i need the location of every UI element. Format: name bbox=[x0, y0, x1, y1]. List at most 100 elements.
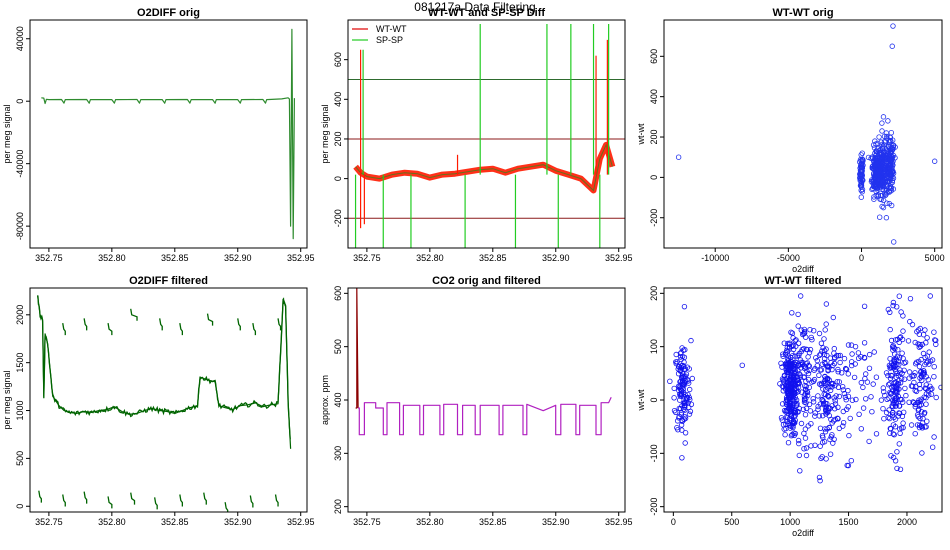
data-point bbox=[820, 413, 826, 419]
data-point bbox=[890, 299, 897, 306]
data-point bbox=[823, 346, 829, 352]
data-point bbox=[909, 321, 916, 328]
data-point bbox=[816, 372, 822, 378]
data-point bbox=[682, 403, 688, 409]
data-point bbox=[860, 162, 866, 168]
data-point bbox=[860, 156, 866, 163]
data-point bbox=[916, 344, 922, 350]
data-point bbox=[808, 443, 814, 449]
panel-title: CO2 orig and filtered bbox=[432, 275, 541, 287]
data-point bbox=[795, 323, 801, 329]
plot-area bbox=[36, 295, 292, 512]
data-point bbox=[931, 434, 937, 440]
data-point bbox=[678, 356, 684, 363]
data-point bbox=[880, 114, 887, 120]
data-point bbox=[739, 362, 745, 369]
data-point bbox=[877, 214, 883, 220]
data-point bbox=[784, 402, 790, 408]
y-tick-label: 200 bbox=[649, 130, 659, 145]
data-point bbox=[911, 372, 917, 379]
data-point bbox=[891, 380, 898, 386]
panel-title: O2DIFF orig bbox=[137, 7, 200, 19]
y-tick-label: 200 bbox=[333, 499, 343, 514]
data-point bbox=[825, 367, 831, 373]
data-point bbox=[905, 338, 912, 344]
data-point bbox=[901, 367, 907, 373]
data-point bbox=[897, 466, 904, 472]
data-point bbox=[842, 394, 849, 400]
series-segment bbox=[224, 502, 229, 512]
y-tick-label: 0 bbox=[15, 504, 25, 509]
series-line bbox=[37, 295, 292, 449]
data-point bbox=[677, 393, 683, 399]
data-point bbox=[909, 383, 916, 389]
data-point bbox=[902, 359, 909, 365]
x-tick-label: 352.75 bbox=[353, 517, 381, 527]
data-point bbox=[866, 365, 873, 371]
data-point bbox=[897, 367, 903, 373]
data-point bbox=[890, 431, 896, 437]
y-axis-label: wt-wt bbox=[636, 389, 646, 411]
data-point bbox=[793, 337, 799, 343]
x-tick-label: 2000 bbox=[897, 517, 917, 527]
y-axis-label: per meg signal bbox=[2, 104, 12, 163]
data-point bbox=[873, 431, 880, 437]
data-point bbox=[823, 301, 830, 307]
data-point bbox=[788, 393, 794, 399]
data-point bbox=[790, 418, 797, 424]
data-point bbox=[907, 318, 913, 325]
data-point bbox=[926, 361, 932, 367]
x-tick-label: 352.85 bbox=[161, 253, 189, 263]
data-point bbox=[901, 376, 908, 382]
series-noise bbox=[36, 295, 291, 440]
data-point bbox=[823, 408, 829, 415]
data-point bbox=[898, 309, 904, 315]
x-tick-label: 352.80 bbox=[98, 253, 126, 263]
data-point bbox=[878, 397, 885, 403]
data-point bbox=[677, 354, 684, 360]
data-point bbox=[784, 349, 790, 355]
data-point bbox=[823, 386, 829, 393]
data-point bbox=[681, 406, 687, 412]
data-point bbox=[887, 356, 893, 362]
data-point bbox=[925, 358, 931, 365]
data-point bbox=[835, 369, 841, 375]
data-point bbox=[883, 370, 890, 376]
plot-area bbox=[41, 28, 295, 240]
data-point bbox=[918, 369, 924, 375]
data-point bbox=[880, 204, 887, 211]
y-tick-label: -200 bbox=[333, 209, 343, 227]
series-segment bbox=[130, 492, 136, 505]
data-point bbox=[861, 303, 868, 309]
data-point bbox=[869, 154, 875, 160]
data-point bbox=[889, 43, 895, 49]
data-point bbox=[687, 396, 693, 403]
series-segment bbox=[179, 323, 183, 336]
data-point bbox=[870, 381, 876, 387]
data-point bbox=[832, 416, 838, 423]
data-point bbox=[786, 385, 793, 391]
data-point bbox=[848, 458, 854, 464]
data-point bbox=[805, 362, 812, 369]
data-point bbox=[927, 293, 934, 299]
data-point bbox=[836, 393, 842, 400]
data-point bbox=[888, 453, 894, 459]
x-tick-label: 0 bbox=[859, 253, 864, 263]
data-point bbox=[922, 424, 928, 430]
data-point bbox=[853, 396, 859, 403]
data-point bbox=[841, 390, 847, 397]
data-point bbox=[676, 364, 682, 370]
data-point bbox=[923, 374, 929, 380]
data-point bbox=[675, 154, 682, 160]
data-point bbox=[899, 350, 905, 356]
data-point bbox=[894, 465, 900, 472]
data-point bbox=[814, 357, 820, 364]
data-point bbox=[900, 425, 906, 431]
data-point bbox=[919, 450, 925, 456]
data-point bbox=[860, 405, 867, 411]
data-point bbox=[875, 192, 882, 198]
data-point bbox=[671, 395, 677, 401]
data-point bbox=[874, 148, 880, 155]
data-point bbox=[888, 372, 894, 379]
panel-title: O2DIFF filtered bbox=[129, 275, 208, 287]
